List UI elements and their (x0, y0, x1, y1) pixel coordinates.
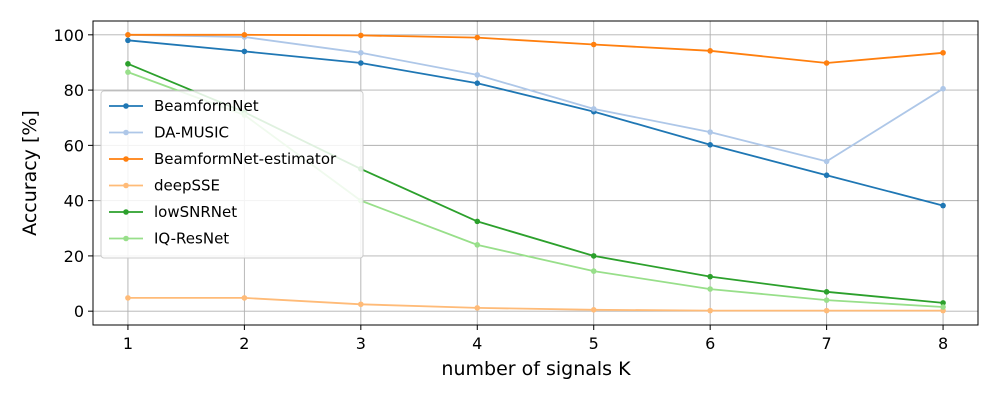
legend-item: BeamformNet-estimator (109, 150, 337, 168)
data-point (823, 289, 830, 295)
legend-label: lowSNRNet (154, 203, 237, 221)
x-tick-label: 5 (589, 334, 599, 353)
data-point (241, 295, 248, 301)
data-point (474, 80, 481, 86)
legend-item: BeamformNet (109, 97, 259, 115)
data-point (707, 142, 713, 148)
data-point (590, 253, 597, 259)
data-point (474, 72, 481, 78)
data-point (241, 32, 248, 38)
data-point (590, 307, 597, 313)
y-axis-label: Accuracy [%] (19, 110, 41, 236)
series-beamformnet-estimator (125, 32, 946, 66)
y-tick-label: 80 (64, 81, 84, 100)
x-tick-label: 2 (239, 334, 249, 353)
series-line (127, 33, 944, 163)
legend: BeamformNet DA-MUSIC BeamformNet-estimator… (100, 90, 364, 259)
x-tick-label: 4 (472, 334, 482, 353)
legend-marker (123, 103, 129, 109)
data-point (241, 48, 248, 55)
y-tick-label: 100 (53, 26, 84, 45)
data-point (125, 37, 131, 44)
series-line (127, 296, 944, 312)
legend-item: IQ-ResNet (109, 230, 229, 248)
data-point (125, 295, 131, 301)
legend-marker (123, 156, 129, 162)
data-point (823, 172, 830, 179)
data-point (707, 307, 713, 314)
data-point (707, 48, 713, 54)
data-point (358, 49, 364, 56)
x-tick-label: 7 (822, 334, 832, 353)
data-point (474, 34, 481, 41)
legend-label: BeamformNet-estimator (154, 150, 337, 168)
data-point (940, 304, 946, 310)
data-point (474, 218, 481, 225)
legend-label: DA-MUSIC (154, 124, 229, 142)
data-point (590, 41, 597, 48)
data-point (474, 242, 481, 248)
plot-frame (92, 20, 979, 326)
x-tick-label: 3 (356, 334, 366, 353)
data-point (358, 32, 364, 39)
data-point (823, 60, 830, 66)
legend-box (100, 90, 364, 259)
legend-marker (123, 209, 129, 215)
data-point (940, 202, 946, 209)
legend-item: DA-MUSIC (109, 124, 229, 142)
x-tick-label: 8 (938, 334, 948, 353)
legend-marker (123, 129, 129, 136)
x-tick-label: 1 (123, 334, 133, 353)
data-point (474, 305, 481, 311)
legend-item: lowSNRNet (109, 203, 237, 221)
data-point (125, 61, 131, 67)
data-point (125, 69, 131, 75)
legend-marker (123, 235, 129, 242)
legend-label: deepSSE (154, 177, 220, 195)
series-line (127, 33, 944, 64)
data-point (358, 301, 364, 308)
x-axis-label: number of signals K (441, 358, 631, 380)
data-point (940, 300, 946, 306)
legend-marker (123, 182, 129, 189)
data-point (125, 32, 131, 38)
data-point (358, 60, 364, 66)
y-tick-label: 40 (64, 192, 84, 211)
y-tick-label: 20 (64, 247, 84, 266)
data-point (590, 268, 597, 274)
data-point (940, 49, 946, 56)
legend-label: BeamformNet (154, 97, 259, 115)
y-tick-label: 0 (74, 302, 84, 321)
data-point (823, 158, 830, 165)
data-point (707, 286, 713, 292)
data-point (707, 273, 713, 280)
data-point (823, 297, 830, 303)
data-point (707, 129, 713, 135)
data-point (823, 307, 830, 314)
legend-item: deepSSE (109, 177, 220, 195)
y-tick-label: 60 (64, 136, 84, 155)
legend-label: IQ-ResNet (154, 230, 229, 248)
data-point (940, 85, 946, 92)
series-deepsse (125, 295, 946, 314)
x-tick-label: 6 (705, 334, 715, 353)
series-line (127, 39, 944, 207)
data-point (590, 106, 597, 112)
